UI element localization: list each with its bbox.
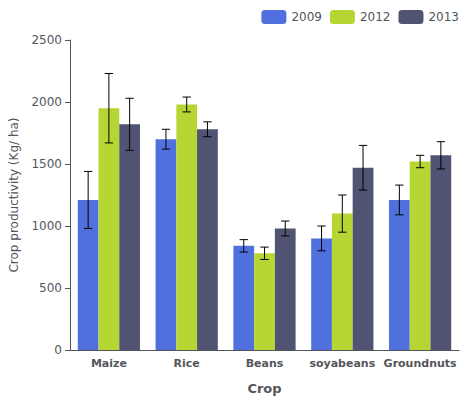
svg-text:2009: 2009 — [291, 10, 322, 24]
svg-text:0: 0 — [54, 343, 62, 357]
svg-text:soyabeans: soyabeans — [309, 357, 375, 370]
svg-text:500: 500 — [39, 281, 62, 295]
svg-text:Crop: Crop — [247, 381, 281, 396]
svg-text:Groundnuts: Groundnuts — [384, 357, 457, 370]
svg-text:Crop productivity (Kg/ ha): Crop productivity (Kg/ ha) — [7, 117, 21, 272]
svg-text:Maize: Maize — [91, 357, 127, 370]
svg-text:2012: 2012 — [360, 10, 391, 24]
svg-text:1500: 1500 — [31, 157, 62, 171]
svg-text:Beans: Beans — [246, 357, 284, 370]
svg-text:Rice: Rice — [174, 357, 200, 370]
svg-text:2500: 2500 — [31, 33, 62, 47]
svg-text:2000: 2000 — [31, 95, 62, 109]
svg-text:2013: 2013 — [428, 10, 459, 24]
svg-text:1000: 1000 — [31, 219, 62, 233]
